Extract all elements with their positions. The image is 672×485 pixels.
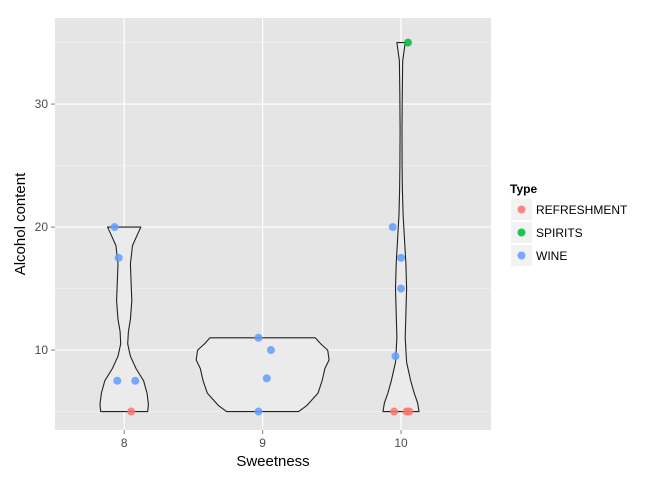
point-refreshment — [127, 407, 136, 416]
y-tick-label: 10 — [35, 343, 49, 357]
axes: 10 20 30 8 9 10 — [35, 97, 408, 450]
point-wine — [397, 253, 406, 262]
violin-8 — [99, 226, 149, 413]
point-wine — [388, 223, 397, 232]
point-wine — [131, 376, 140, 385]
x-tick-label: 9 — [259, 436, 266, 450]
legend-label: SPIRITS — [536, 226, 583, 240]
legend-title: Type — [510, 182, 537, 196]
x-tick-label: 8 — [121, 436, 128, 450]
y-axis-title: Alcohol content — [12, 172, 29, 275]
y-tick-label: 20 — [35, 220, 49, 234]
legend-label: REFRESHMENT — [536, 203, 628, 217]
point-wine — [114, 253, 123, 262]
point-wine — [266, 346, 275, 355]
legend: Type REFRESHMENT SPIRITS WINE — [510, 182, 628, 266]
legend-key-dot — [517, 228, 526, 237]
point-refreshment — [390, 407, 399, 416]
legend-key-dot — [517, 251, 526, 260]
y-tick-label: 30 — [35, 97, 49, 111]
x-tick-label: 10 — [394, 436, 408, 450]
point-wine — [262, 374, 271, 383]
point-wine — [254, 407, 263, 416]
violin-9 — [195, 337, 330, 413]
violin-10 — [382, 42, 420, 413]
point-spirits — [403, 38, 412, 47]
point-refreshment — [405, 407, 414, 416]
legend-label: WINE — [536, 249, 567, 263]
point-wine — [110, 223, 119, 232]
point-wine — [391, 352, 400, 361]
point-wine — [397, 284, 406, 293]
violins — [99, 42, 420, 413]
x-axis-title: Sweetness — [236, 453, 309, 470]
legend-key-dot — [517, 205, 526, 214]
data-points — [110, 38, 414, 416]
point-wine — [254, 333, 263, 342]
point-wine — [113, 376, 122, 385]
